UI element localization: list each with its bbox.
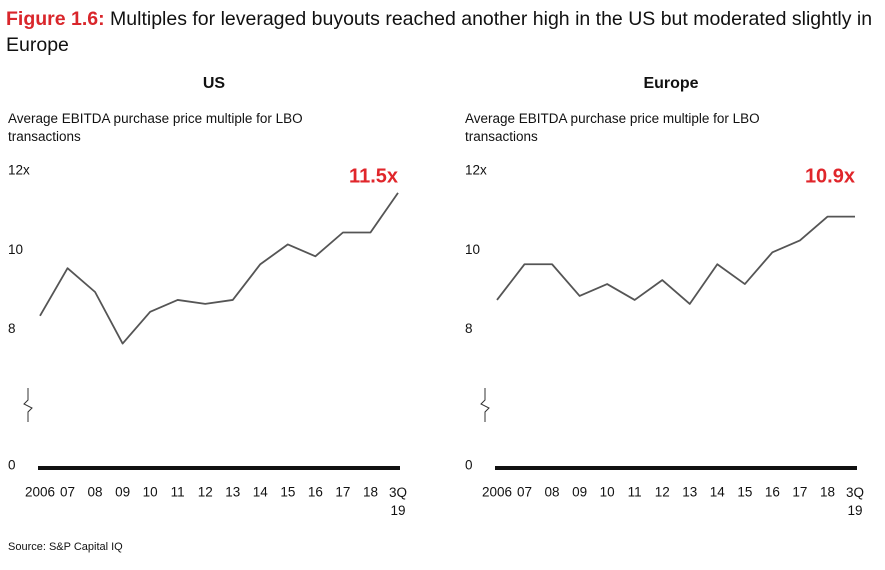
subtitle: Average EBITDA purchase price multiple f… [8, 111, 303, 144]
x-tick-label: 15 [280, 485, 295, 500]
y-tick-label: 0 [465, 458, 473, 473]
x-tick-label: 13 [225, 485, 240, 500]
x-tick-label: 11 [628, 485, 642, 500]
x-tick-label: 13 [682, 485, 697, 500]
x-tick-label: 16 [308, 485, 323, 500]
x-tick-label: 08 [88, 485, 103, 500]
y-tick-label: 8 [8, 321, 16, 336]
chart-panel: Average EBITDA purchase price multiple f… [457, 70, 885, 530]
figure-title: Figure 1.6: Multiples for leveraged buyo… [6, 6, 881, 58]
x-tick-label: 08 [545, 485, 560, 500]
figure-label: Figure 1.6: [6, 8, 105, 30]
axis-break [480, 388, 490, 422]
value-label: 11.5x [349, 165, 398, 187]
x-tick-label: 2006 [25, 485, 55, 500]
line [39, 192, 399, 345]
x-tick-label: 2006 [482, 485, 512, 500]
x-tick-label: 12 [655, 485, 670, 500]
y-tick-label: 10 [465, 242, 480, 257]
chart-title: US [203, 75, 226, 92]
value-label: 10.9x [805, 165, 855, 187]
y-tick-label: 10 [8, 242, 23, 257]
x-tick-label: 15 [737, 485, 752, 500]
x-tick-label: 3Q 19 [846, 485, 864, 518]
x-tick-label: 12 [198, 485, 213, 500]
title-text: Multiples for leveraged buyouts reached … [6, 8, 873, 56]
x-tick-label: 17 [792, 485, 807, 500]
x-tick-label: 3Q 19 [389, 485, 407, 518]
source: Source: S&P Capital IQ [8, 541, 123, 553]
subtitle: Average EBITDA purchase price multiple f… [465, 111, 760, 144]
x-tick-label: 10 [143, 485, 158, 500]
chart-title: Europe [643, 75, 698, 92]
x-tick-label: 18 [820, 485, 835, 500]
x-tick-label: 14 [710, 485, 726, 500]
x-tick-label: 18 [363, 485, 378, 500]
x-tick-label: 10 [600, 485, 615, 500]
y-tick-label: 8 [465, 321, 473, 336]
x-tick-label: 09 [572, 485, 587, 500]
x-tick-label: 16 [765, 485, 780, 500]
x-tick-label: 11 [171, 485, 185, 500]
x-tick-label: 07 [517, 485, 532, 500]
chart-panel: Average EBITDA purchase price multiple f… [0, 70, 440, 530]
axis-break [23, 388, 33, 422]
x-tick-label: 09 [115, 485, 130, 500]
y-tick-label: 12x [8, 163, 30, 178]
x-tick-label: 14 [253, 485, 269, 500]
y-tick-label: 12x [465, 163, 487, 178]
x-tick-label: 07 [60, 485, 75, 500]
x-tick-label: 17 [335, 485, 350, 500]
line [496, 215, 855, 305]
y-tick-label: 0 [8, 458, 16, 473]
